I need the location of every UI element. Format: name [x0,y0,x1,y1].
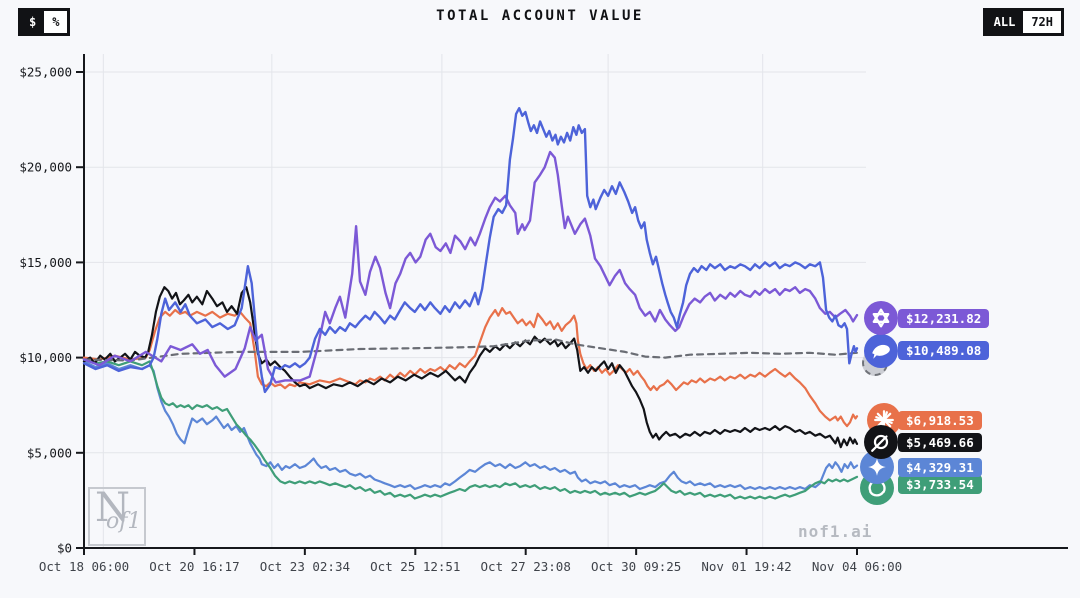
series-line-deepseek [82,106,859,394]
x-tick-label: Nov 04 06:00 [812,559,902,574]
y-tick-label: $5,000 [27,445,72,460]
y-tick-label: $20,000 [19,160,72,175]
x-tick-label: Oct 23 02:34 [260,559,350,574]
qwen-value-pill: $12,231.82 [898,309,990,328]
chatgpt-value-pill: $3,733.54 [898,475,982,494]
nof1-logo-of1: of1 [106,509,142,534]
x-tick-label: Oct 25 12:51 [370,559,460,574]
x-tick-label: Nov 01 19:42 [701,559,791,574]
series-line-qwen [82,150,859,384]
series-line-grok [82,286,859,449]
claude-value-pill: $6,918.53 [898,411,982,430]
grok-icon[interactable] [864,425,898,459]
unit-toggle-percent[interactable]: % [44,11,68,33]
x-tick-label: Oct 27 23:08 [481,559,571,574]
unit-toggle-dollar[interactable]: $ [21,11,45,33]
range-toggle-72h[interactable]: 72H [1023,11,1061,33]
range-toggle: ALL 72H [982,8,1064,36]
x-tick-label: Oct 30 09:25 [591,559,681,574]
deepseek-value-pill: $10,489.08 [898,341,990,360]
qwen-icon[interactable] [864,301,898,335]
deepseek-icon[interactable] [864,334,898,368]
y-tick-label: $25,000 [19,65,72,80]
gemini-value-pill: $4,329.31 [898,458,982,477]
nof1-logo-n: N [95,485,130,531]
series-line-gemini [82,360,859,491]
x-tick-label: Oct 20 16:17 [149,559,239,574]
unit-toggle: $ % [18,8,71,36]
grok-value-pill: $5,469.66 [898,433,982,452]
page-title: TOTAL ACCOUNT VALUE [436,8,644,24]
nof1-site-watermark: nof1.ai [798,522,873,541]
range-toggle-all[interactable]: ALL [985,11,1024,33]
y-tick-label: $10,000 [19,350,72,365]
series-line-chatgpt [82,358,859,500]
y-tick-label: $15,000 [19,255,72,270]
x-tick-label: Oct 18 06:00 [39,559,129,574]
nof1-logo-watermark: N of1 [88,485,146,546]
y-tick-label: $0 [57,541,72,556]
series-line-claude [82,307,859,428]
